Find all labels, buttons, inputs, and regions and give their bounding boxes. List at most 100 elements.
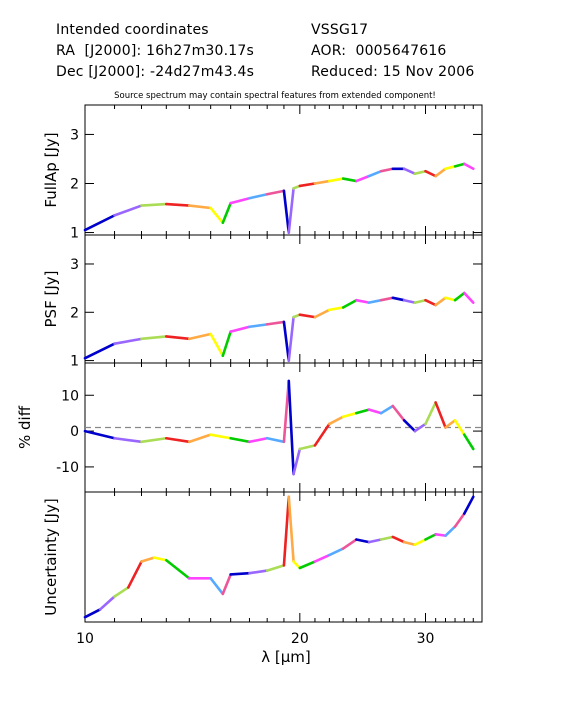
data-segment-uncertainty <box>379 535 395 541</box>
data-segment-fullap <box>229 196 251 205</box>
data-segment-psf <box>413 298 427 304</box>
data-segment-pct_diff <box>298 444 317 451</box>
data-segment-psf <box>298 313 317 319</box>
data-segment-pct_diff <box>379 404 395 415</box>
data-segment-psf <box>282 320 291 362</box>
data-segment-psf <box>113 337 143 345</box>
data-segment-uncertainty <box>152 556 168 562</box>
data-segment-pct_diff <box>229 436 251 444</box>
data-segment-pct_diff <box>434 401 447 429</box>
y-tick-label: 2 <box>70 176 79 192</box>
data-segment-pct_diff <box>391 404 406 422</box>
data-segment-fullap <box>444 165 457 171</box>
data-segment-fullap <box>328 177 345 183</box>
data-segment-fullap <box>341 177 358 183</box>
data-segment-fullap <box>402 167 417 175</box>
data-segment-psf <box>379 296 395 302</box>
data-segment-uncertainty <box>221 573 232 596</box>
data-segment-psf <box>462 291 475 304</box>
data-segment-psf <box>83 342 116 360</box>
data-segment-uncertainty <box>265 564 286 572</box>
data-segment-uncertainty <box>113 586 130 598</box>
data-segment-uncertainty <box>341 538 358 550</box>
data-segment-fullap <box>313 179 331 185</box>
panel-frame-psf <box>84 234 483 364</box>
data-segment-pct_diff <box>265 436 286 444</box>
data-segment-psf <box>187 332 212 341</box>
data-segment-fullap <box>434 167 447 178</box>
data-segment-pct_diff <box>402 419 417 433</box>
data-segment-uncertainty <box>83 608 102 619</box>
y-tick-label: 2 <box>70 305 79 321</box>
data-segment-pct_diff <box>187 433 212 444</box>
data-segment-pct_diff <box>140 436 168 444</box>
data-segment-psf <box>265 320 286 326</box>
extended-component-note: Source spectrum may contain spectral fea… <box>114 91 436 101</box>
data-segment-psf <box>391 296 406 302</box>
data-segment-fullap <box>287 187 295 234</box>
data-segment-pct_diff <box>453 419 466 436</box>
data-segment-uncertainty <box>391 535 406 544</box>
data-segment-fullap <box>379 167 395 173</box>
data-segment-fullap <box>209 206 225 225</box>
data-segment-pct_diff <box>282 379 291 444</box>
data-segment-fullap <box>265 189 286 196</box>
data-segment-fullap <box>165 202 191 207</box>
data-segment-psf <box>313 308 331 319</box>
data-segment-psf <box>424 298 437 307</box>
data-segment-uncertainty <box>287 495 295 563</box>
x-axis-label: λ [μm] <box>261 648 311 666</box>
data-segment-pct_diff <box>248 436 269 444</box>
data-segment-uncertainty <box>298 560 317 570</box>
x-tick-label: 10 <box>76 631 94 647</box>
data-segment-psf <box>287 315 295 362</box>
data-segment-uncertainty <box>98 595 116 611</box>
header-reduced-date: Reduced: 15 Nov 2006 <box>311 64 475 80</box>
data-segment-uncertainty <box>292 560 302 570</box>
data-segment-uncertainty <box>424 533 437 541</box>
data-segment-fullap <box>187 204 212 210</box>
data-segment-fullap <box>462 162 475 171</box>
data-segment-uncertainty <box>165 558 191 580</box>
data-segment-pct_diff <box>287 379 295 476</box>
data-segment-psf <box>140 335 168 341</box>
data-segment-psf <box>453 291 466 302</box>
data-segment-psf <box>355 298 371 304</box>
data-segment-pct_diff <box>444 419 457 429</box>
data-segment-psf <box>221 330 232 358</box>
data-segment-uncertainty <box>140 556 156 563</box>
data-segment-uncertainty <box>229 571 251 576</box>
data-segment-fullap <box>298 182 317 188</box>
data-segment-uncertainty <box>402 540 417 547</box>
y-tick-label: 10 <box>61 388 79 404</box>
data-segment-pct_diff <box>313 422 331 447</box>
data-segment-fullap <box>221 201 232 225</box>
data-segment-uncertainty <box>328 547 345 557</box>
data-segment-uncertainty <box>282 495 291 567</box>
data-segment-uncertainty <box>444 525 457 537</box>
data-segment-pct_diff <box>462 433 475 451</box>
header-aor: AOR: 0005647616 <box>311 43 447 59</box>
data-segment-fullap <box>453 162 466 168</box>
data-segment-psf <box>209 332 225 358</box>
data-segment-psf <box>229 325 251 333</box>
data-segment-psf <box>367 298 383 304</box>
data-segment-psf <box>444 296 457 302</box>
data-segment-psf <box>341 298 358 309</box>
y-axis-label: % diff <box>16 405 34 449</box>
data-segment-psf <box>434 296 447 307</box>
data-segment-uncertainty <box>434 533 447 537</box>
y-axis-label: PSF [Jy] <box>42 271 60 328</box>
panel-frame-fullap <box>84 104 483 236</box>
data-segment-psf <box>248 323 269 329</box>
y-tick-label: -10 <box>56 460 79 476</box>
data-segment-uncertainty <box>453 512 466 528</box>
data-segment-fullap <box>355 174 371 183</box>
data-segment-fullap <box>424 169 437 178</box>
data-segment-fullap <box>83 214 116 232</box>
data-segment-fullap <box>140 202 168 207</box>
data-segment-pct_diff <box>413 422 427 433</box>
data-segment-pct_diff <box>367 408 383 415</box>
data-segment-pct_diff <box>83 429 116 440</box>
header-ra: RA [J2000]: 16h27m30.17s <box>56 43 254 59</box>
